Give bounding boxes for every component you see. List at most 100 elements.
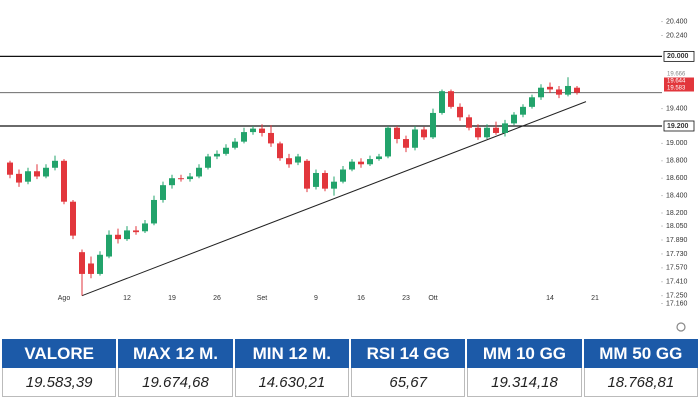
value-cell: 14.630,21: [234, 368, 349, 397]
candle-body: [250, 128, 256, 133]
x-tick-label: 9: [314, 295, 318, 302]
candle-body: [385, 127, 391, 157]
price-label-box: [664, 77, 694, 85]
y-tick-label: 20.240: [666, 32, 688, 39]
price-label-box: [664, 70, 694, 78]
level-label: 19.200: [667, 123, 689, 130]
candle-body: [88, 263, 94, 274]
candle-body: [430, 112, 436, 138]
candle-body: [133, 230, 139, 233]
candle-body: [187, 176, 193, 180]
candle-body: [529, 97, 535, 107]
candle-body: [475, 127, 481, 138]
x-tick-label: Ott: [428, 295, 437, 302]
y-tick-label: 17.160: [666, 300, 688, 307]
candle-body: [43, 167, 49, 177]
candle-body: [178, 178, 184, 180]
x-tick-label: 26: [213, 295, 221, 302]
header-row: VALORE MAX 12 M. MIN 12 M. RSI 14 GG MM 10 G…: [2, 339, 698, 368]
candle-body: [547, 86, 553, 90]
candle-body: [124, 230, 130, 240]
candle-body: [349, 161, 355, 170]
x-tick-label: 16: [357, 295, 365, 302]
candle-body: [151, 199, 157, 224]
y-tick-label: 18.050: [666, 223, 688, 230]
candle-body: [358, 161, 364, 165]
candle-body: [421, 129, 427, 138]
table-body: 19.583,39 19.674,68 14.630,21 65,67 19.314,1…: [2, 368, 698, 397]
candle-body: [439, 91, 445, 113]
candle-body: [574, 87, 580, 93]
table-row: 19.583,39 19.674,68 14.630,21 65,67 19.314,1…: [2, 368, 698, 397]
candle-body: [295, 156, 301, 163]
value-cell: 65,67: [350, 368, 466, 397]
candle-body: [520, 106, 526, 115]
candle-body: [70, 201, 76, 236]
header-cell: MM 50 GG: [583, 339, 698, 368]
x-tick-label: 14: [546, 295, 554, 302]
y-tick-label: 17.250: [666, 293, 688, 300]
candle-body: [268, 132, 274, 144]
candle-body: [169, 178, 175, 186]
y-tick-label: 19.400: [666, 105, 688, 112]
candle-body: [367, 159, 373, 165]
candle-body: [331, 181, 337, 189]
candle-body: [538, 87, 544, 98]
candle-body: [412, 129, 418, 148]
candle-body: [493, 127, 499, 133]
candle-body: [7, 162, 13, 175]
y-tick-label: 20.400: [666, 18, 688, 25]
settings-icon[interactable]: [676, 322, 686, 332]
x-tick-label: 21: [591, 295, 599, 302]
trendline: [81, 101, 587, 297]
x-tick-label: Set: [257, 295, 268, 302]
price-label: 19.644: [664, 77, 694, 85]
candle-body: [313, 172, 319, 187]
price-label-box: [664, 84, 694, 92]
level-box: [663, 50, 695, 62]
x-tick-label: Ago: [58, 295, 71, 302]
candle-body: [241, 132, 247, 142]
value-cell: 19.314,18: [467, 368, 582, 397]
y-tick-label: 18.200: [666, 210, 688, 217]
price-label-text: 19.644: [667, 79, 686, 85]
header-cell: MM 10 GG: [467, 339, 582, 368]
candle-body: [394, 127, 400, 140]
candle-body: [556, 89, 562, 95]
price-label-text: 19.666: [667, 72, 686, 78]
candle-body: [259, 128, 265, 133]
candle-body: [403, 139, 409, 148]
candle-body: [466, 117, 472, 128]
candle-body: [376, 156, 382, 160]
header-cell: VALORE: [2, 339, 117, 368]
candle-body: [286, 158, 292, 165]
candle-body: [277, 143, 283, 159]
candle-body: [115, 234, 121, 240]
header-cell: RSI 14 GG: [350, 339, 466, 368]
y-tick-label: 18.600: [666, 175, 688, 182]
level-label: 20.000: [667, 53, 689, 60]
candle-body: [565, 85, 571, 95]
header-cell: MIN 12 M.: [234, 339, 349, 368]
candle-body: [97, 254, 103, 274]
candle-body: [52, 160, 58, 168]
candle-body: [16, 173, 22, 183]
stats-table: VALORE MAX 12 M. MIN 12 M. RSI 14 GG MM 10 G…: [0, 339, 700, 397]
candle-body: [457, 106, 463, 118]
y-tick-label: 17.570: [666, 265, 688, 272]
header-cell: MAX 12 M.: [118, 339, 233, 368]
candle-body: [232, 141, 238, 148]
candle-body: [322, 172, 328, 189]
candle-body: [484, 127, 490, 138]
candle-body: [106, 234, 112, 257]
x-tick-label: 23: [402, 295, 410, 302]
candle-body: [25, 171, 31, 182]
y-tick-label: 18.400: [666, 192, 688, 199]
y-tick-label: 18.800: [666, 158, 688, 165]
y-tick-label: 17.410: [666, 279, 688, 286]
candle-body: [511, 114, 517, 124]
value-cell: 19.583,39: [2, 368, 117, 397]
y-tick-label: 19.000: [666, 140, 688, 147]
value-cell: 18.768,81: [583, 368, 698, 397]
